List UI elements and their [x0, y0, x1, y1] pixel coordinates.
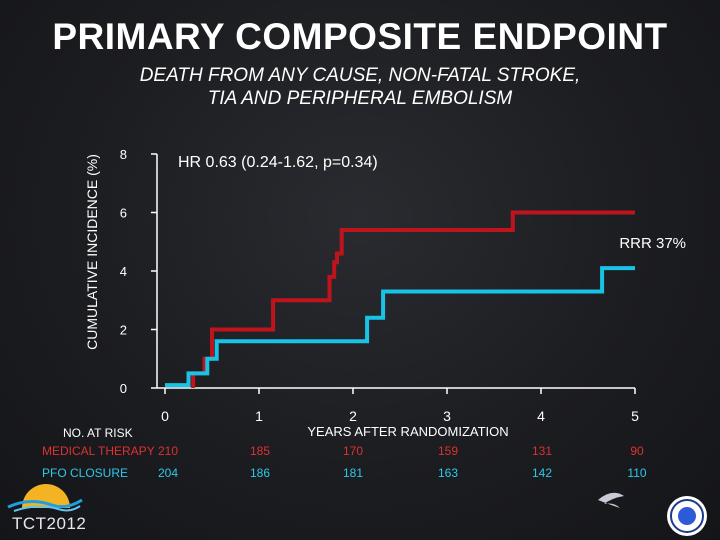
x-tick-label: 5: [631, 408, 639, 424]
y-tick-label: 6: [120, 206, 127, 221]
y-tick-label: 2: [120, 323, 127, 338]
risk-row-value: 186: [250, 466, 270, 480]
logo-layer: [7, 484, 707, 536]
sponsor-emblem-icon: [598, 492, 624, 508]
risk-table-title: NO. AT RISK: [63, 426, 133, 440]
risk-row-value: 163: [438, 466, 458, 480]
wave-icon: [7, 498, 83, 509]
x-tick-label: 1: [255, 408, 263, 424]
risk-row-label: PFO CLOSURE: [42, 466, 128, 480]
rrr-annotation: RRR 37%: [619, 235, 686, 252]
risk-row-value: 204: [158, 466, 178, 480]
series-layer: [165, 210, 635, 388]
hazard-ratio-annotation: HR 0.63 (0.24-1.62, p=0.34): [178, 154, 378, 171]
slide-title: PRIMARY COMPOSITE ENDPOINT: [52, 16, 668, 57]
seal-center: [678, 507, 696, 525]
x-tick-label: 3: [443, 408, 451, 424]
x-tick-label: 2: [349, 408, 357, 424]
y-tick-label: 0: [120, 381, 127, 396]
y-axis-title: CUMULATIVE INCIDENCE (%): [84, 154, 100, 350]
subtitle-line-1: DEATH FROM ANY CAUSE, NON-FATAL STROKE,: [139, 65, 581, 86]
wave-icon-2: [13, 505, 81, 512]
risk-row-value: 185: [250, 444, 270, 458]
risk-row-value: 159: [438, 444, 458, 458]
subtitle-line-2: TIA AND PERIPHERAL EMBOLISM: [207, 88, 513, 109]
risk-row-value: 142: [532, 466, 552, 480]
slide-subtitle: DEATH FROM ANY CAUSE, NON-FATAL STROKE, …: [90, 64, 630, 110]
medical-therapy-curve: [191, 210, 635, 388]
conference-logo-text: TCT2012: [12, 514, 87, 533]
risk-row-value: 110: [627, 466, 646, 480]
seal-ring: [670, 499, 704, 533]
x-tick-label: 4: [537, 408, 545, 424]
risk-row-value: 210: [158, 444, 178, 458]
axes-layer: [151, 153, 636, 394]
labels-layer: 0 2 4 6 8 0 1 2 3 4 5 CUMULATIVE INCIDENCE (%) YEARS…: [84, 147, 686, 439]
y-tick-label: 8: [120, 147, 127, 162]
risk-row-value: 131: [532, 444, 552, 458]
risk-row-value: 181: [343, 466, 363, 480]
y-tick-label: 4: [120, 264, 127, 279]
x-tick-label: 0: [161, 408, 169, 424]
pfo-closure-curve: [165, 266, 635, 388]
risk-row-value: 90: [630, 444, 644, 458]
x-axis-title: YEARS AFTER RANDOMIZATION: [307, 424, 508, 439]
risk-table: NO. AT RISK MEDICAL THERAPY 210 185 170 159 13…: [42, 426, 647, 480]
risk-row-label: MEDICAL THERAPY: [42, 444, 155, 458]
risk-row-value: 170: [343, 444, 363, 458]
